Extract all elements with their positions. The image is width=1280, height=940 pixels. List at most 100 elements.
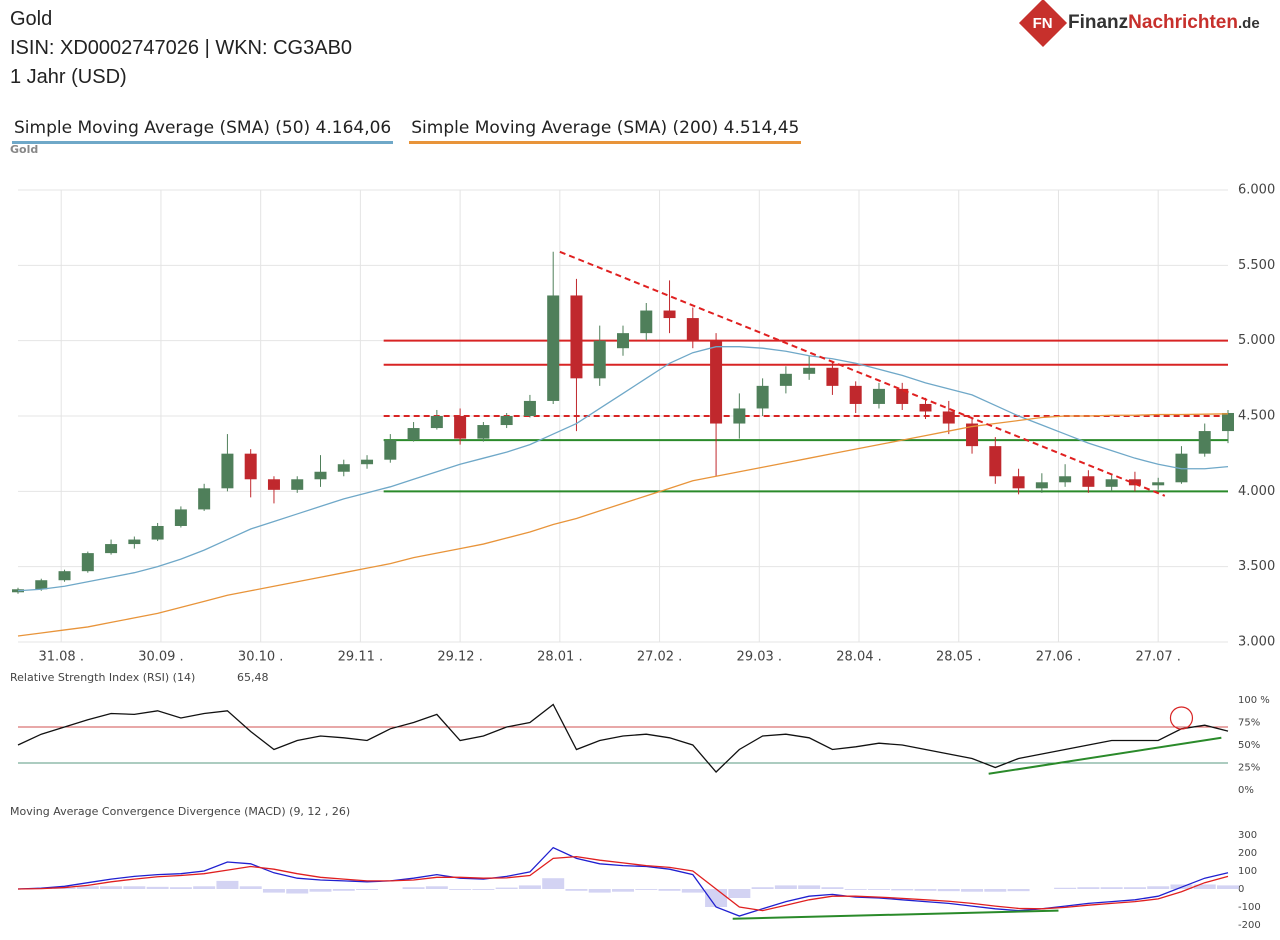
x-tick-label: 27.02 . <box>637 650 682 665</box>
isin: ISIN: XD0002747026 | WKN: CG3AB0 <box>10 37 353 59</box>
candle-body <box>570 295 583 379</box>
y-tick-label: 5.500 <box>1238 258 1275 273</box>
histogram-bar <box>542 878 565 889</box>
candle-body <box>267 479 280 490</box>
histogram-bar <box>867 889 890 890</box>
logo: FN Finanz Nachrichten .de <box>1018 0 1260 48</box>
candle-body <box>35 580 48 590</box>
candle-body <box>1175 453 1188 483</box>
series-line <box>17 855 1229 912</box>
histogram-bar <box>588 889 611 893</box>
candle-body <box>151 525 164 540</box>
candle-body <box>1198 431 1211 454</box>
series-line <box>17 703 1229 773</box>
candle-body <box>523 400 536 416</box>
histogram-bar <box>635 889 658 890</box>
candle-body <box>174 509 187 526</box>
rsi-value: 65,48 <box>237 671 269 684</box>
candle-body <box>663 310 676 319</box>
histogram-bar <box>612 889 634 892</box>
histogram-bar <box>937 889 960 892</box>
candle-body <box>779 373 792 386</box>
legend-value: 4.514,45 <box>723 118 800 138</box>
y-tick-label: 3.500 <box>1238 559 1275 574</box>
y-tick-label: 75% <box>1238 718 1260 729</box>
candle-body <box>407 428 420 441</box>
y-tick-label: 25% <box>1238 763 1260 774</box>
x-tick-label: 27.07 . <box>1135 650 1180 665</box>
histogram-bar <box>1077 887 1100 889</box>
candle-body <box>500 416 513 426</box>
x-tick-label: 30.10 . <box>238 650 283 665</box>
x-tick-label: 29.11 . <box>338 650 383 665</box>
logo-text: Nachrichten <box>1128 12 1238 33</box>
x-tick-label: 28.05 . <box>936 650 981 665</box>
histogram-bar <box>705 889 728 907</box>
histogram-bar <box>472 889 495 890</box>
y-tick-label: 300 <box>1238 830 1257 841</box>
y-tick-label: 0% <box>1238 785 1254 796</box>
y-tick-label: 200 <box>1238 848 1257 859</box>
histogram-bar <box>774 885 797 889</box>
candle-body <box>1012 476 1025 489</box>
y-tick-label: 0 <box>1238 884 1244 895</box>
histogram-bar <box>53 887 76 889</box>
title: Gold <box>10 8 53 30</box>
histogram-bar <box>146 886 169 889</box>
histogram-bar <box>914 889 937 891</box>
histogram-bar <box>984 889 1007 892</box>
legend: Simple Moving Average (SMA) (50) 4.164,0… <box>12 118 802 144</box>
series-line <box>17 413 1229 637</box>
histogram-bar <box>1147 886 1170 889</box>
histogram-bar <box>1054 887 1077 889</box>
histogram-bar <box>681 889 704 893</box>
x-tick-label: 29.03 . <box>737 650 782 665</box>
histogram-bar <box>1123 887 1146 889</box>
legend-value: 4.164,06 <box>315 118 392 138</box>
histogram-bar <box>193 886 216 889</box>
candle-body <box>337 464 350 472</box>
histogram-bar <box>286 889 309 894</box>
histogram-bar <box>1007 889 1030 892</box>
candle-body <box>1222 412 1234 432</box>
legend-label: Simple Moving Average (SMA) (200) <box>411 118 719 138</box>
candle-body <box>896 388 909 404</box>
candle-body <box>849 385 862 404</box>
candle-body <box>826 367 839 386</box>
panel-title: Moving Average Convergence Divergence (M… <box>10 805 350 818</box>
candle-body <box>1105 479 1118 487</box>
candle-body <box>1152 482 1165 486</box>
histogram-bar <box>844 889 867 890</box>
legend-item: Simple Moving Average (SMA) (50) 4.164,0… <box>12 118 394 144</box>
histogram-bar <box>309 889 332 892</box>
histogram-bar <box>356 889 379 890</box>
candle-body <box>361 459 374 465</box>
histogram-bar <box>728 889 751 898</box>
y-tick-label: -100 <box>1238 902 1261 913</box>
histogram-bar <box>76 886 99 889</box>
candle-body <box>81 553 94 572</box>
x-tick-label: 29.12 . <box>437 650 482 665</box>
histogram-bar <box>751 887 774 889</box>
candle-body <box>640 310 653 334</box>
histogram-bar <box>1217 885 1239 889</box>
candle-body <box>384 440 397 460</box>
panel-title: Gold <box>10 143 38 156</box>
candle-body <box>942 411 955 424</box>
histogram-bar <box>891 889 914 891</box>
candle-body <box>291 479 304 490</box>
x-tick-label: 30.09 . <box>138 650 183 665</box>
candle-body <box>989 446 1002 477</box>
trend-line <box>988 736 1222 775</box>
candle-body <box>454 416 467 439</box>
histogram-bar <box>518 885 541 889</box>
histogram-bar <box>262 889 285 893</box>
period: 1 Jahr (USD) <box>10 66 127 88</box>
candle-body <box>244 453 257 480</box>
histogram-bar <box>239 886 262 889</box>
x-tick-label: 31.08 . <box>38 650 83 665</box>
series-line <box>17 346 1229 592</box>
candle-body <box>756 385 769 409</box>
candle-body <box>1128 479 1141 486</box>
